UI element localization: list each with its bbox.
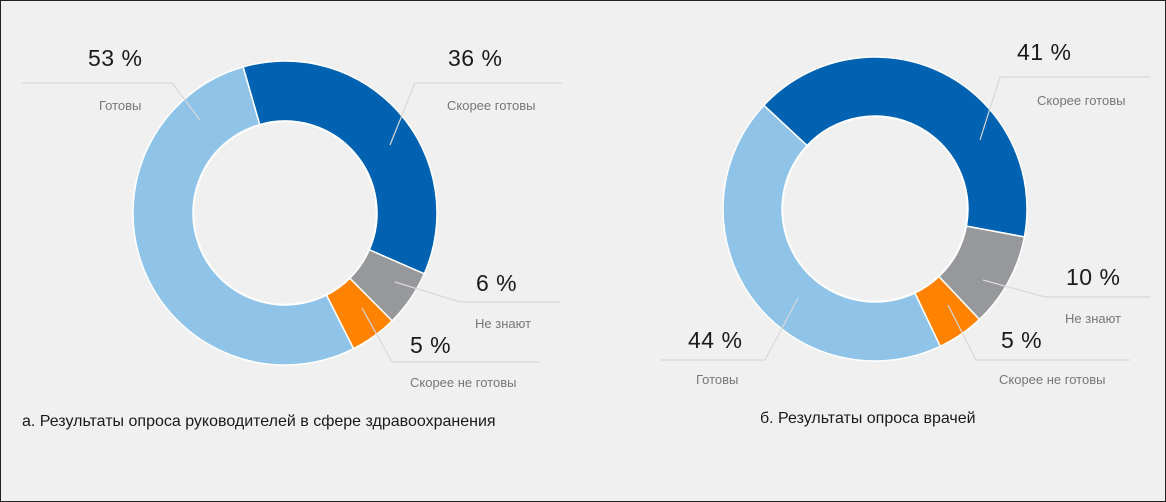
caption-a: а. Результаты опроса руководителей в сфе…	[22, 413, 496, 430]
pct-label-rather-not-a: 5 %	[410, 332, 452, 358]
donut-hole-a	[192, 120, 378, 306]
slice-label-rather-ready-b: Скорее готовы	[1037, 93, 1126, 108]
pct-label-rather-ready-a: 36 %	[448, 45, 503, 71]
slice-label-rather-ready-a: Скорее готовы	[447, 98, 536, 113]
slice-label-dont-know-b: Не знают	[1065, 311, 1122, 326]
slice-label-rather-not-a: Скорее не готовы	[410, 375, 517, 390]
pct-label-rather-not-b: 5 %	[1001, 327, 1043, 353]
pct-label-ready-b: 44 %	[688, 327, 743, 353]
pct-label-ready-a: 53 %	[88, 45, 143, 71]
pct-label-rather-ready-b: 41 %	[1017, 39, 1072, 65]
slice-label-dont-know-a: Не знают	[475, 316, 532, 331]
slice-label-ready-a: Готовы	[99, 98, 142, 113]
caption-b: б. Результаты опроса врачей	[760, 410, 976, 427]
slice-label-rather-not-b: Скорее не готовы	[999, 372, 1106, 387]
leader-rather-not-a	[361, 307, 540, 363]
donut-hole-b	[781, 115, 969, 303]
leader-ready-a	[22, 82, 201, 121]
slice-label-ready-b: Готовы	[696, 372, 739, 387]
leader-rather-ready-a	[389, 82, 562, 146]
pct-label-dont-know-b: 10 %	[1066, 264, 1121, 290]
leader-dont-know-a	[394, 281, 560, 303]
pct-label-dont-know-a: 6 %	[476, 270, 518, 296]
leader-ready-b	[660, 297, 799, 361]
leader-dont-know-b	[982, 279, 1150, 298]
leader-rather-not-b	[947, 304, 1130, 361]
leader-rather-ready-b	[979, 76, 1150, 141]
